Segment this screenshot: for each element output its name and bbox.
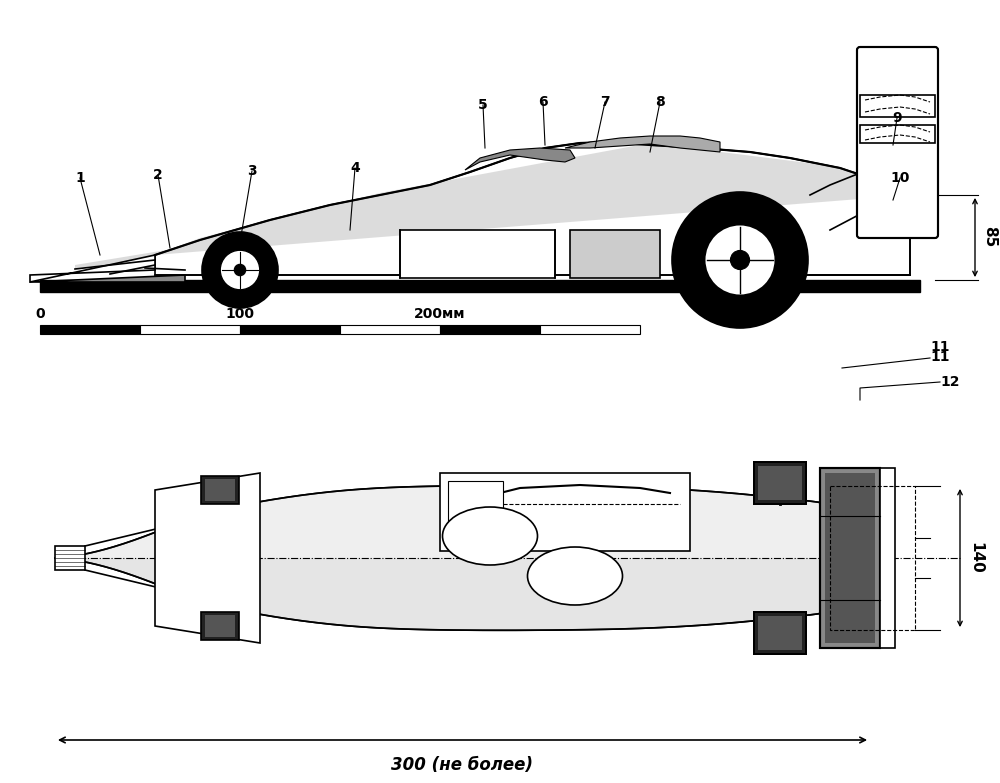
Circle shape	[234, 265, 246, 276]
Bar	[860, 125, 935, 143]
Text: 11: 11	[930, 350, 950, 364]
Polygon shape	[155, 473, 260, 643]
Text: 100: 100	[226, 307, 254, 321]
Bar	[40, 280, 920, 292]
Text: 4: 4	[350, 161, 360, 175]
Polygon shape	[155, 143, 910, 255]
Bar	[758, 466, 802, 500]
Polygon shape	[30, 255, 155, 282]
Circle shape	[220, 251, 260, 290]
Bar	[240, 325, 340, 334]
Bar	[540, 325, 640, 334]
Bar	[201, 476, 239, 504]
Bar	[55, 546, 85, 570]
Bar	[140, 325, 240, 334]
Bar	[40, 325, 140, 334]
Text: 10: 10	[890, 171, 910, 185]
Polygon shape	[465, 148, 575, 170]
Text: 3: 3	[247, 164, 257, 178]
Polygon shape	[30, 275, 185, 282]
Bar	[440, 473, 690, 551]
Bar	[340, 325, 440, 334]
Ellipse shape	[528, 547, 622, 605]
Bar	[758, 616, 802, 650]
Text: 300 (не более): 300 (не более)	[391, 756, 533, 774]
Bar	[400, 230, 555, 278]
Circle shape	[202, 232, 278, 308]
Polygon shape	[565, 136, 720, 152]
Bar	[830, 486, 915, 630]
Text: 7: 7	[600, 95, 610, 109]
Text: 85: 85	[982, 226, 997, 247]
Bar	[825, 473, 875, 643]
Text: 5: 5	[478, 98, 488, 112]
Bar	[860, 95, 935, 117]
Text: 9: 9	[892, 111, 902, 125]
Text: 11: 11	[930, 340, 950, 354]
Circle shape	[730, 251, 750, 269]
Text: 12: 12	[940, 375, 960, 389]
Polygon shape	[75, 215, 380, 268]
Bar	[205, 479, 235, 501]
Polygon shape	[155, 142, 910, 275]
FancyBboxPatch shape	[857, 47, 938, 238]
Text: 1: 1	[75, 171, 85, 185]
Bar	[201, 612, 239, 640]
Ellipse shape	[442, 507, 538, 565]
Bar	[754, 612, 806, 654]
Text: 140: 140	[968, 542, 983, 574]
Bar	[880, 468, 895, 648]
Bar	[570, 230, 660, 278]
Polygon shape	[55, 485, 870, 630]
Text: 8: 8	[655, 95, 665, 109]
Text: 2: 2	[153, 168, 163, 182]
Bar	[205, 615, 235, 637]
Bar	[448, 481, 503, 543]
Bar	[820, 468, 880, 648]
Text: 0: 0	[35, 307, 45, 321]
Text: 200мм: 200мм	[414, 307, 466, 321]
Polygon shape	[55, 485, 870, 558]
Text: 6: 6	[538, 95, 548, 109]
Circle shape	[705, 225, 775, 295]
Polygon shape	[55, 558, 870, 630]
Bar	[754, 462, 806, 504]
Bar	[440, 325, 540, 334]
Circle shape	[672, 192, 808, 328]
